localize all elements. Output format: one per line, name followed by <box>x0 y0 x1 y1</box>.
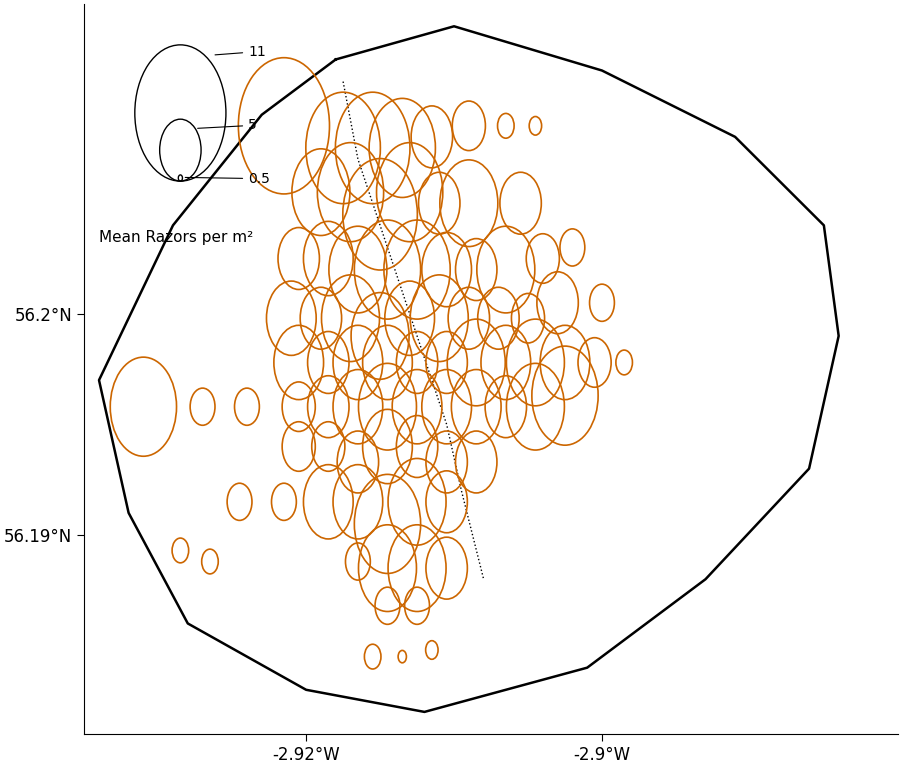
Text: 0.5: 0.5 <box>185 171 270 186</box>
Text: 11: 11 <box>215 45 266 58</box>
Text: Mean Razors per m²: Mean Razors per m² <box>99 230 253 245</box>
Text: 5: 5 <box>198 118 257 132</box>
